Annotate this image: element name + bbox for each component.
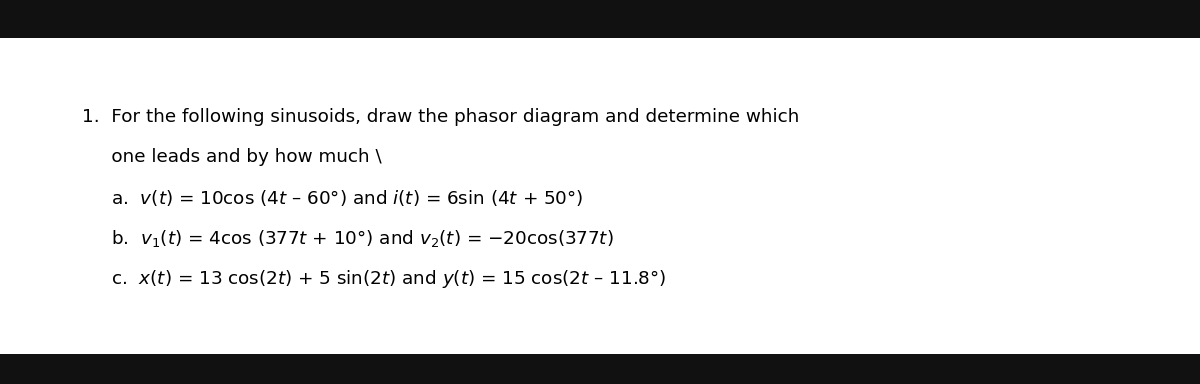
Text: a.  $v(t)$ = 10cos (4$t$ – 60°) and $i(t)$ = 6sin (4$t$ + 50°): a. $v(t)$ = 10cos (4$t$ – 60°) and $i(t)… — [82, 188, 583, 208]
FancyBboxPatch shape — [0, 38, 1200, 354]
Text: 1.  For the following sinusoids, draw the phasor diagram and determine which: 1. For the following sinusoids, draw the… — [82, 108, 799, 126]
Text: b.  $v_1(t)$ = 4cos (377$t$ + 10°) and $v_2(t)$ = −20cos(377$t$): b. $v_1(t)$ = 4cos (377$t$ + 10°) and $v… — [82, 228, 613, 249]
Text: c.  $x(t)$ = 13 cos(2$t$) + 5 sin(2$t$) and $y(t)$ = 15 cos(2$t$ – 11.8°): c. $x(t)$ = 13 cos(2$t$) + 5 sin(2$t$) a… — [82, 268, 666, 290]
Text: one leads and by how much \: one leads and by how much \ — [82, 148, 382, 166]
